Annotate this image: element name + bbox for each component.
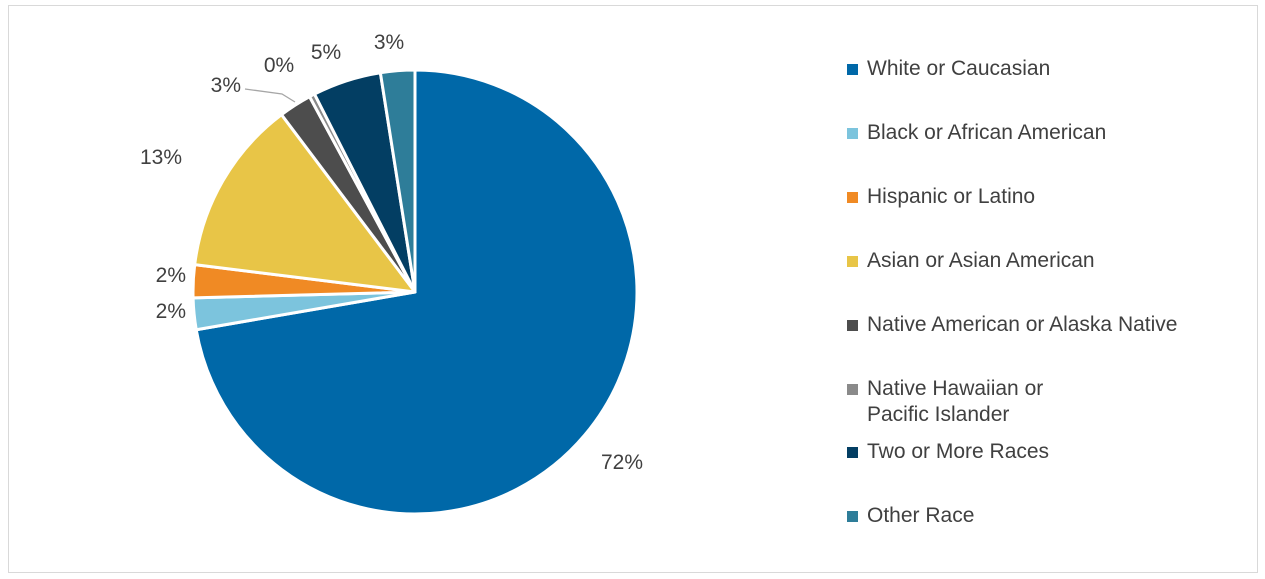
legend-item-asian-or-asian-american: Asian or Asian American: [847, 248, 1257, 274]
data-label-two-or-more-races: 5%: [311, 41, 341, 64]
legend-label: Native Hawaiian or Pacific Islander: [867, 377, 1044, 426]
legend-label: Hispanic or Latino: [867, 185, 1036, 208]
pie-slice-other-race: [378, 68, 417, 294]
data-label-native-hawaiian-or-pacific-islander: 0%: [264, 54, 294, 77]
legend-item-native-american-or-alaska-native: Native American or Alaska Native: [847, 312, 1257, 338]
data-label-black-or-african-american: 2%: [156, 300, 186, 323]
legend-label: White or Caucasian: [867, 57, 1051, 80]
legend-swatch: [847, 447, 858, 458]
legend-item-black-or-african-american: Black or African American: [847, 120, 1257, 146]
legend-swatch: [847, 384, 858, 395]
pie-slice-asian-or-asian-american: [193, 113, 417, 294]
pie-slice-white-or-caucasian: [194, 68, 639, 516]
pie-chart: 72% 2% 2% 13% 3% 0% 5% 3%: [140, 31, 643, 516]
legend-swatch: [847, 128, 858, 139]
legend-swatch: [847, 320, 858, 331]
chart-frame: 72% 2% 2% 13% 3% 0% 5% 3% White or Caucasian Bla…: [8, 5, 1258, 573]
legend-label: Other Race: [867, 504, 975, 527]
data-label-asian-or-asian-american: 13%: [140, 146, 182, 169]
legend-swatch: [847, 256, 858, 267]
legend-swatch: [847, 511, 858, 522]
legend-item-two-or-more-races: Two or More Races: [847, 439, 1257, 465]
legend-item-hispanic-or-latino: Hispanic or Latino: [847, 184, 1257, 210]
data-label-native-american-or-alaska-native: 3%: [211, 74, 241, 97]
data-label-white-or-caucasian: 72%: [601, 451, 643, 474]
legend-label: Native American or Alaska Native: [867, 313, 1178, 336]
data-label-other-race: 3%: [374, 31, 404, 54]
data-label-hispanic-or-latino: 2%: [156, 264, 186, 287]
legend-item-white-or-caucasian: White or Caucasian: [847, 56, 1257, 82]
leader-line: [244, 88, 296, 103]
legend-swatch: [847, 64, 858, 75]
legend-label: Black or African American: [867, 121, 1107, 144]
legend-item-native-hawaiian-or-pacific-islander: Native Hawaiian or Pacific Islander: [847, 376, 1107, 428]
legend-label: Two or More Races: [867, 440, 1050, 463]
legend-item-other-race: Other Race: [847, 503, 1257, 529]
legend-swatch: [847, 192, 858, 203]
legend-label: Asian or Asian American: [867, 249, 1095, 272]
